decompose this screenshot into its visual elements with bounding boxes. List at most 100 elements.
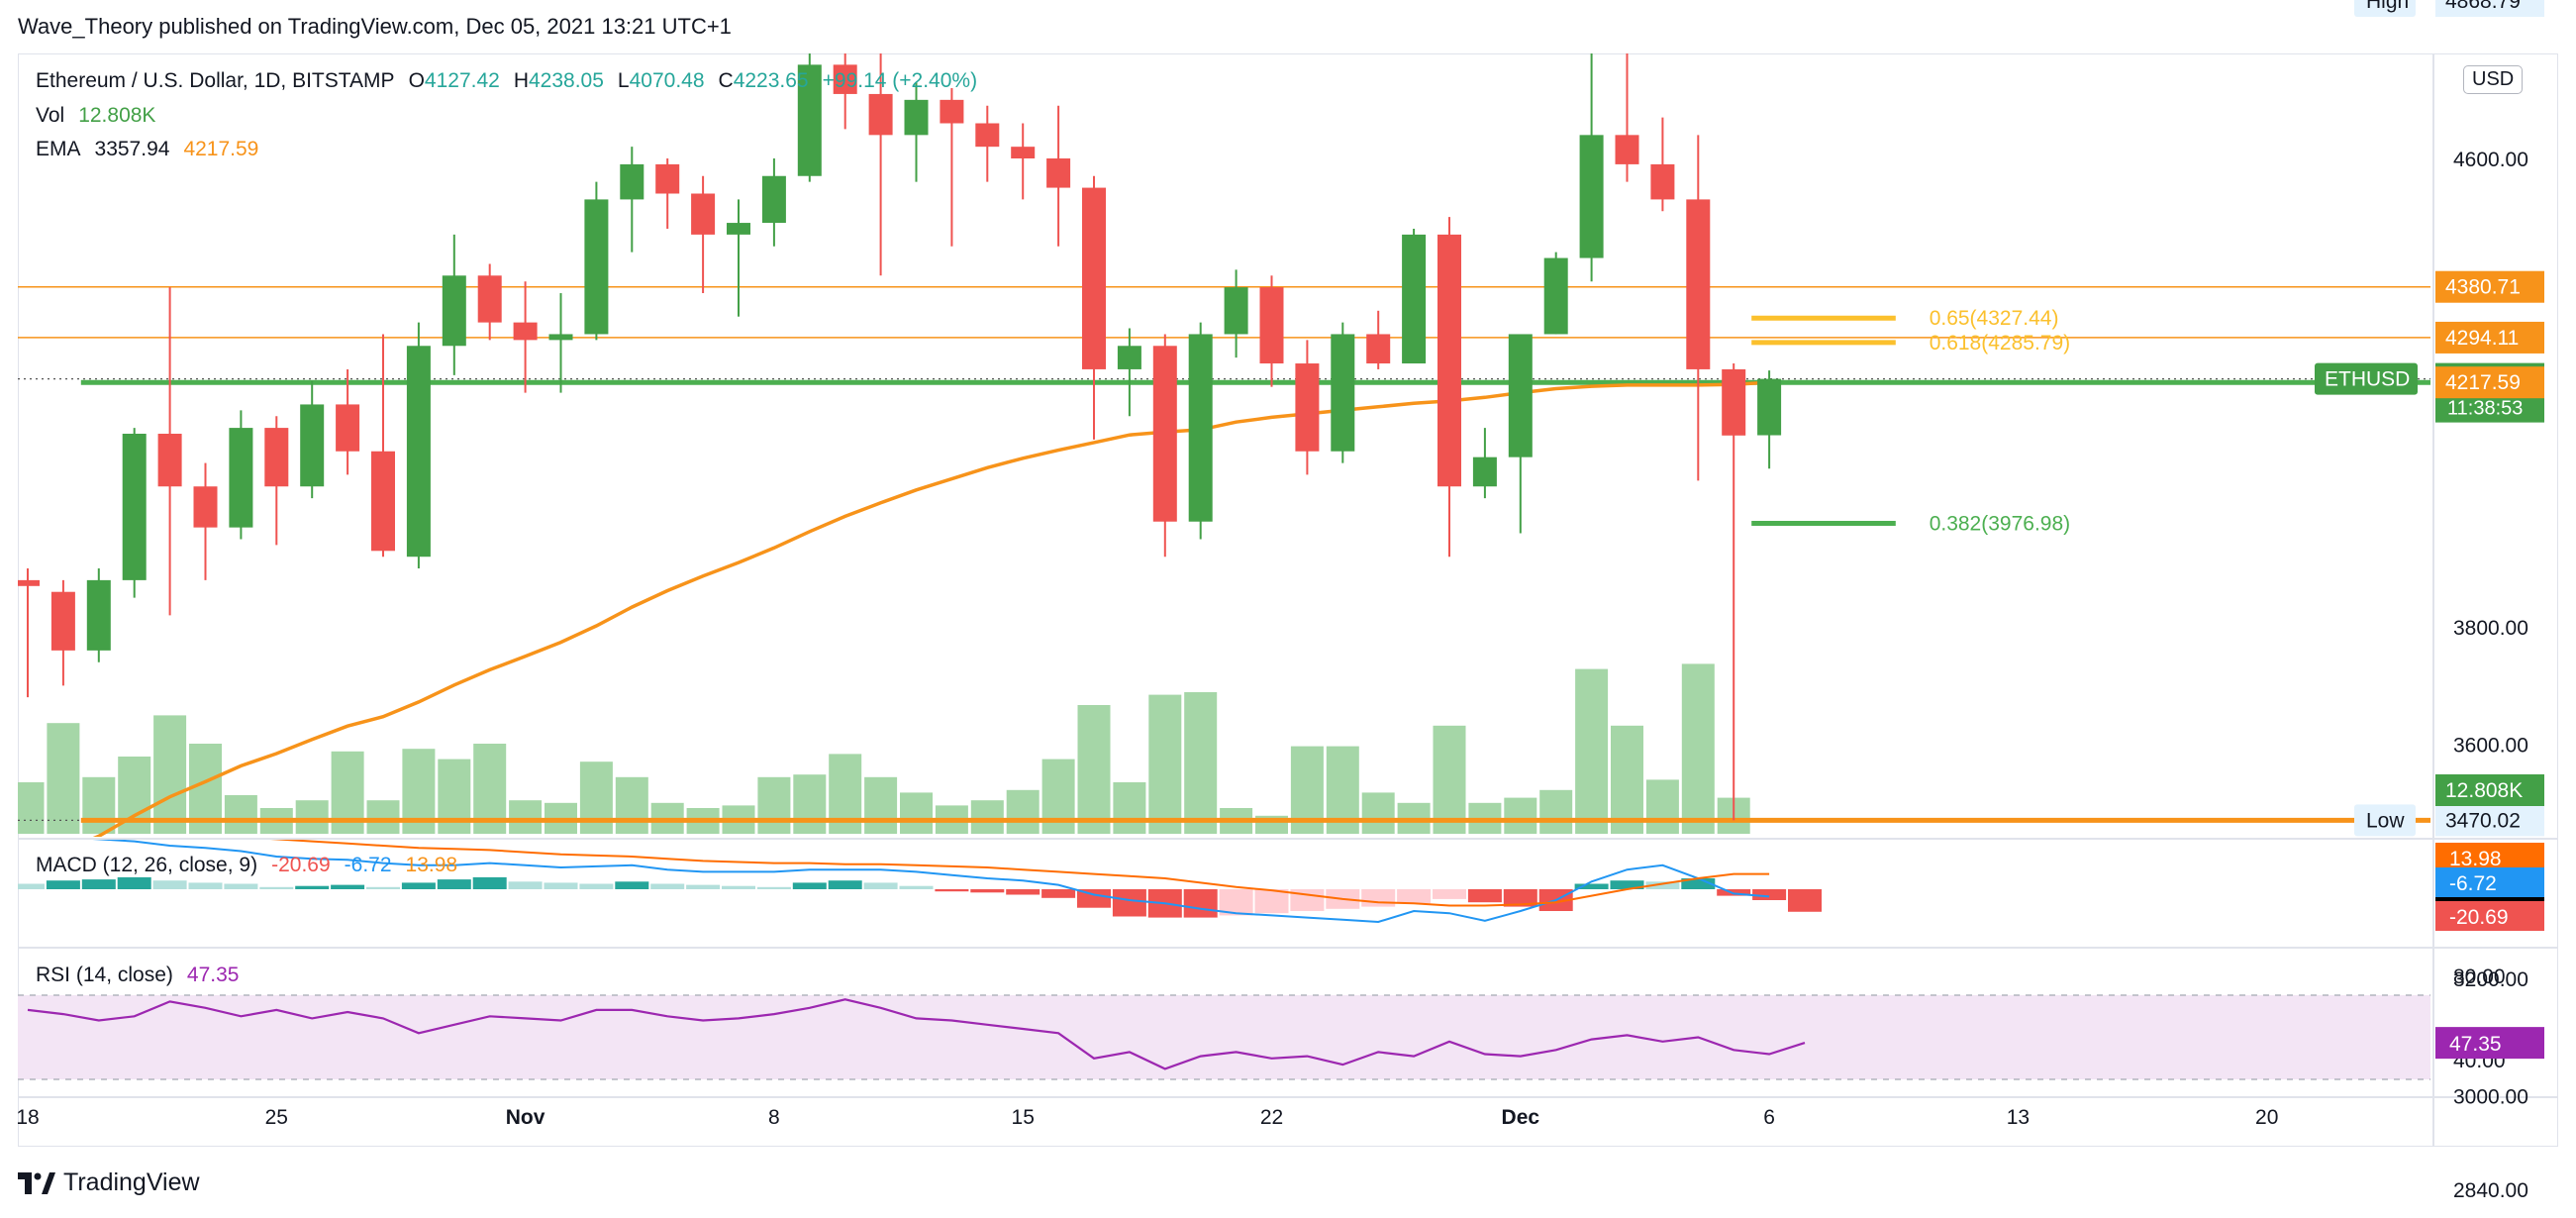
currency-button[interactable]: USD	[2463, 65, 2524, 94]
chart-frame	[18, 53, 2558, 1147]
volume-bar	[1113, 782, 1146, 834]
candle-body	[50, 591, 75, 651]
candle-body	[18, 579, 40, 586]
volume-bar	[864, 776, 898, 834]
tradingview-logo-icon	[18, 1171, 55, 1194]
volume-bar	[18, 782, 45, 834]
ethusd-tag-text: ETHUSD	[2325, 368, 2410, 391]
candle-body	[406, 346, 431, 558]
candle-body	[655, 163, 680, 194]
macd-hist-bar	[1183, 889, 1218, 918]
candle-body	[1508, 334, 1533, 457]
candle-body	[940, 99, 964, 124]
volume-bar	[1184, 692, 1218, 834]
tag-bg	[2435, 366, 2544, 399]
macd-hist-bar	[1112, 889, 1146, 917]
candle-body	[336, 404, 360, 452]
macd-hist-bar	[508, 881, 543, 889]
main-pane: 0.65(4327.44)0.618(4285.79) 0.382(3976.98…	[18, 53, 2430, 837]
ema-legend: EMA 3357.94 4217.59	[36, 138, 258, 161]
volume-bar	[579, 761, 613, 834]
macd-hist-bar	[117, 876, 151, 889]
volume-bar	[900, 792, 933, 834]
macd-hist-bar	[579, 883, 614, 889]
macd-hist-bar	[1788, 889, 1822, 912]
macd-hist-bar	[863, 882, 898, 889]
macd-hist-bar	[1290, 889, 1325, 911]
candle-body	[1117, 346, 1141, 369]
volume-bar	[1077, 705, 1111, 834]
rsi-axis-upper: 80.00	[2453, 965, 2506, 988]
candle-body	[761, 175, 786, 224]
candle-body	[584, 199, 609, 335]
candle-body	[1224, 287, 1248, 335]
macd-signal-line	[269, 840, 1770, 907]
x-axis-label: 6	[1763, 1106, 1775, 1129]
x-axis-label: Dec	[1502, 1106, 1540, 1129]
volume-bar	[793, 774, 827, 834]
candle-body	[1579, 135, 1604, 258]
x-axis-label: 8	[768, 1106, 780, 1129]
macd-hist-bar	[1467, 889, 1502, 903]
candle-body	[904, 99, 929, 136]
macd-hist-bar	[828, 880, 862, 889]
vol-value: 12.808K	[78, 104, 156, 127]
volume-bar	[1433, 725, 1466, 834]
price-tick-label: 2840.00	[2453, 1179, 2528, 1202]
candle-body	[122, 434, 147, 580]
volume-bar	[47, 723, 80, 834]
candle-body	[157, 434, 182, 487]
macd-hist-bar	[1752, 889, 1787, 900]
low-value: 4070.48	[629, 69, 705, 92]
x-axis-label: 22	[1260, 1106, 1283, 1129]
volume-bar	[1361, 792, 1395, 834]
macd-hist-bar	[401, 882, 436, 889]
candle-body	[1615, 135, 1639, 164]
macd-hist-bar	[1681, 878, 1716, 889]
candle-body	[620, 163, 644, 200]
candle-body	[868, 93, 893, 136]
candle-body	[1650, 163, 1675, 200]
candle-body	[1722, 368, 1746, 436]
ema-label: EMA	[36, 138, 81, 160]
candle-body	[1437, 234, 1461, 487]
tag-price: 3470.02	[2445, 809, 2521, 832]
macd-line-value: -6.72	[344, 854, 392, 876]
change-value: +99.14 (+2.40%)	[822, 69, 978, 92]
volume-tag: 12.808K	[2445, 779, 2523, 802]
fib-label: 0.618(4285.79)	[1930, 332, 2070, 355]
macd-hist-bar	[686, 884, 721, 889]
macd-axis-tag: -6.72	[2449, 872, 2497, 895]
macd-hist-bar	[722, 885, 755, 889]
high-label: H	[513, 69, 529, 92]
rsi-value: 47.35	[186, 964, 240, 986]
volume-tag-bg	[2435, 774, 2544, 806]
fib-label: 0.65(4327.44)	[1930, 307, 2059, 330]
price-tick-label: 3800.00	[2453, 617, 2528, 640]
macd-hist-value: -20.69	[271, 854, 331, 876]
low-label: L	[617, 69, 630, 92]
volume-bar	[1006, 789, 1040, 834]
rsi-axis-tag: 47.35	[2449, 1033, 2502, 1056]
x-axis-label: Nov	[506, 1106, 545, 1129]
macd-hist-bar	[1610, 880, 1644, 889]
tag-price: 4868.79	[2445, 0, 2521, 13]
volume-bar	[1539, 789, 1573, 834]
vol-label: Vol	[36, 104, 65, 127]
candle-body	[1152, 346, 1177, 522]
price-tag: 4217.59	[2445, 371, 2521, 394]
macd-hist-bar	[1006, 889, 1040, 895]
x-axis-label: 20	[2255, 1106, 2278, 1129]
candle-body	[975, 123, 1000, 148]
macd-hist-bar	[756, 886, 791, 889]
candle-body	[442, 275, 466, 347]
candle-body	[477, 275, 502, 323]
candle-body	[1259, 287, 1284, 364]
candle-body	[1331, 334, 1355, 452]
volume-bar	[1504, 797, 1537, 834]
price-tick-label: 3600.00	[2453, 735, 2528, 758]
candle-body	[1188, 334, 1213, 522]
price-tick-label: 4600.00	[2453, 149, 2528, 171]
candle-body	[1686, 199, 1711, 369]
